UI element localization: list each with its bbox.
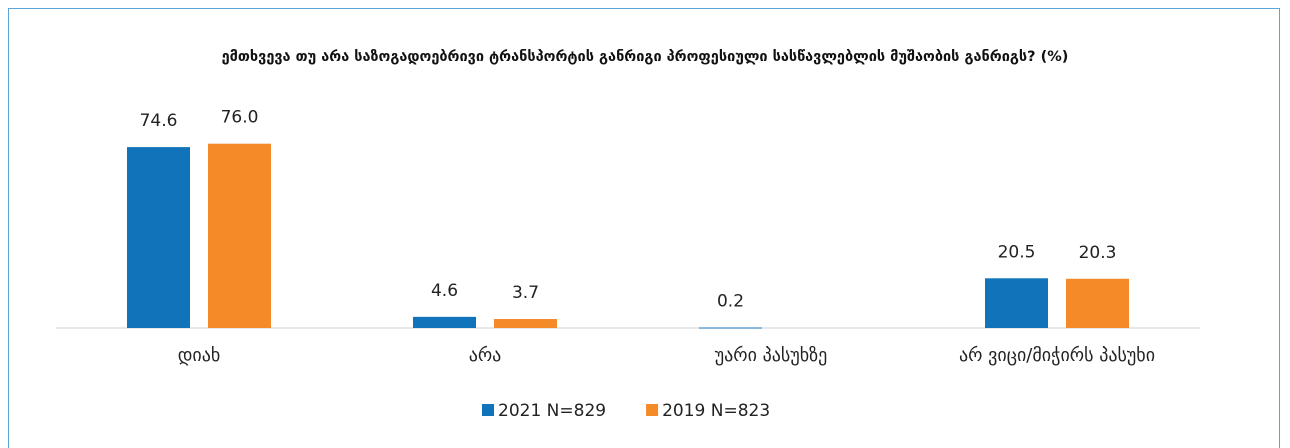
bar <box>985 278 1048 328</box>
bar <box>1066 278 1129 328</box>
data-label: 74.6 <box>140 111 178 131</box>
chart-title: ემთხვევა თუ არა საზოგადოებრივი ტრანსპორტ… <box>221 49 1069 65</box>
bar <box>413 316 476 328</box>
data-label: 20.5 <box>998 242 1036 262</box>
legend-label: 2019 N=823 <box>662 401 770 421</box>
data-label: 76.0 <box>221 108 259 128</box>
x-tick-label: არ ვიცი/მიჭირს პასუხი <box>959 345 1155 366</box>
legend-swatch <box>482 404 494 416</box>
bar <box>208 143 271 328</box>
data-label: 0.2 <box>717 292 744 312</box>
chart-frame <box>8 8 1280 448</box>
legend-swatch <box>646 404 659 416</box>
legend-label: 2021 N=829 <box>498 401 606 421</box>
data-label: 20.3 <box>1079 243 1117 263</box>
data-label: 4.6 <box>431 281 458 301</box>
bar <box>494 319 557 328</box>
x-tick-label: დიახ <box>178 345 221 366</box>
bar <box>699 327 762 329</box>
x-tick-label: არა <box>469 345 502 366</box>
x-tick-label: უარი პასუხზე <box>715 345 828 366</box>
bar <box>127 147 190 328</box>
data-label: 3.7 <box>512 283 539 303</box>
